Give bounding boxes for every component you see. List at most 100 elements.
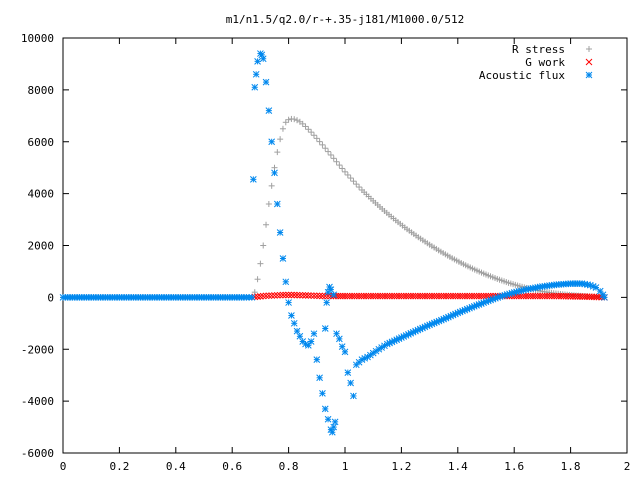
data-point — [282, 291, 290, 299]
y-tick-label: 10000 — [21, 32, 54, 45]
data-point-stroke — [367, 351, 374, 359]
data-point — [282, 119, 289, 126]
data-point-stroke — [307, 338, 315, 345]
data-point — [307, 292, 315, 299]
data-point — [304, 342, 312, 349]
x-tick-label: 0.8 — [279, 460, 299, 473]
data-point — [310, 330, 318, 338]
data-point — [305, 126, 312, 133]
data-point — [327, 286, 335, 293]
data-point-stroke — [321, 405, 329, 413]
data-point-stroke — [302, 292, 309, 299]
x-tick-label: 1 — [342, 460, 349, 473]
data-point-stroke — [593, 293, 600, 301]
data-point — [390, 215, 397, 222]
data-point — [494, 294, 502, 301]
data-point-stroke — [508, 289, 516, 297]
data-point-stroke — [313, 292, 321, 300]
data-point-stroke — [265, 107, 273, 114]
data-point-stroke — [581, 280, 589, 288]
legend-marker-stroke — [585, 71, 593, 79]
data-point — [288, 291, 295, 299]
data-point-stroke — [330, 291, 338, 299]
data-point-stroke — [302, 340, 309, 348]
x-tick-label: 1.8 — [561, 460, 581, 473]
data-point — [262, 78, 270, 86]
y-tick-label: 2000 — [28, 240, 55, 253]
data-point — [276, 229, 284, 236]
data-point-stroke — [589, 282, 597, 290]
data-point — [469, 265, 476, 272]
data-point — [351, 292, 358, 300]
data-point — [263, 221, 270, 228]
data-point — [584, 281, 591, 289]
data-point — [446, 253, 453, 260]
data-point — [271, 292, 278, 299]
data-point-stroke — [324, 415, 332, 423]
data-point-stroke — [282, 291, 290, 299]
data-point-stroke — [273, 291, 281, 299]
data-point — [477, 292, 485, 300]
data-point — [260, 242, 267, 249]
data-point-stroke — [319, 292, 326, 300]
data-point — [601, 294, 608, 301]
data-point — [458, 259, 465, 266]
data-point — [407, 292, 415, 300]
data-point — [304, 292, 312, 299]
data-point — [252, 70, 260, 78]
x-tick-label: 0 — [60, 460, 67, 473]
data-point-stroke — [601, 294, 608, 301]
data-point — [302, 292, 309, 299]
data-point — [257, 260, 264, 267]
data-point-stroke — [449, 292, 457, 300]
legend-label: R stress — [512, 43, 565, 56]
data-point-stroke — [477, 292, 485, 300]
data-point-stroke — [379, 292, 386, 300]
data-point — [316, 374, 323, 382]
data-point — [313, 356, 321, 363]
data-point — [350, 392, 357, 400]
data-point-stroke — [337, 292, 344, 300]
data-point-stroke — [293, 291, 301, 299]
data-point-stroke — [316, 374, 323, 382]
data-point-stroke — [564, 280, 572, 288]
data-point — [254, 293, 261, 300]
data-point — [302, 123, 309, 130]
data-point-stroke — [276, 291, 284, 299]
data-point-stroke — [259, 292, 267, 300]
data-point — [331, 418, 339, 426]
data-point — [319, 141, 326, 148]
data-point — [299, 291, 307, 299]
data-point-stroke — [290, 319, 298, 327]
data-point — [341, 348, 349, 356]
data-point — [353, 181, 360, 188]
data-point — [325, 148, 332, 155]
data-point — [265, 292, 273, 300]
data-point-stroke — [259, 55, 267, 63]
data-point — [508, 289, 516, 297]
chart-title: m1/n1.5/q2.0/r-+.35-j181/M1000.0/512 — [226, 13, 464, 26]
data-point — [319, 389, 326, 397]
data-point-stroke — [290, 291, 298, 299]
data-point — [316, 292, 323, 300]
data-point-stroke — [282, 278, 290, 286]
data-point — [254, 57, 261, 65]
data-point — [321, 405, 329, 413]
data-point — [589, 282, 597, 290]
data-point — [492, 275, 499, 282]
data-point — [330, 423, 338, 431]
data-point-stroke — [251, 83, 259, 91]
data-point — [291, 116, 298, 123]
data-point — [293, 327, 301, 335]
data-point — [254, 276, 261, 283]
data-point-stroke — [341, 348, 349, 356]
data-point — [449, 292, 457, 300]
data-point — [424, 240, 431, 247]
data-point-stroke — [344, 369, 352, 376]
data-point-stroke — [361, 354, 369, 362]
axes: 0 0.2 0.4 0.6 0.8 1 1.2 1.4 1.6 1.8 2 10000 8000 6000… — [21, 32, 630, 473]
data-point — [296, 291, 304, 299]
data-point-stroke — [333, 330, 340, 338]
data-point — [347, 379, 354, 387]
data-point — [361, 354, 369, 362]
